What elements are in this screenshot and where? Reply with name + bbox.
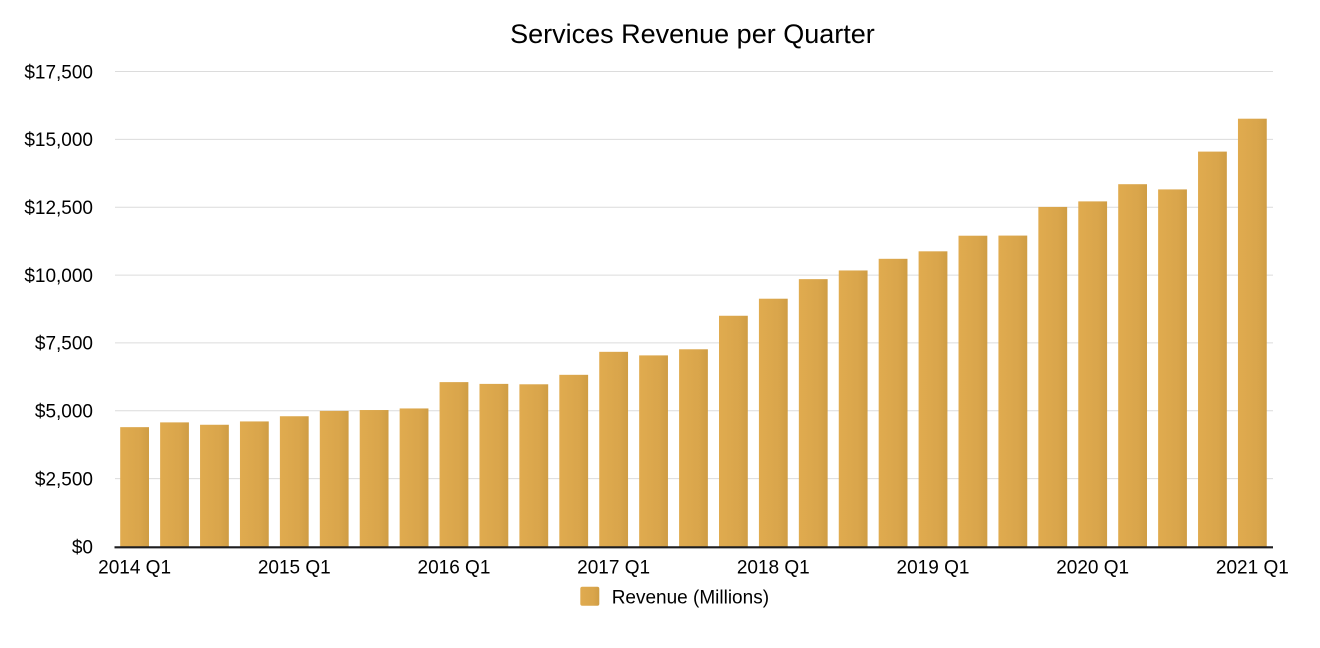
svg-text:$5,000: $5,000 — [35, 402, 93, 423]
svg-text:Services Revenue per Quarter: Services Revenue per Quarter — [510, 19, 875, 49]
svg-text:2020 Q1: 2020 Q1 — [1056, 558, 1129, 579]
svg-text:$17,500: $17,500 — [24, 62, 93, 83]
svg-text:$10,000: $10,000 — [24, 266, 93, 287]
svg-text:2016 Q1: 2016 Q1 — [418, 558, 491, 579]
svg-text:Revenue (Millions): Revenue (Millions) — [612, 587, 769, 608]
svg-text:2014 Q1: 2014 Q1 — [98, 558, 171, 579]
svg-text:$7,500: $7,500 — [35, 334, 93, 355]
svg-text:2017 Q1: 2017 Q1 — [577, 558, 650, 579]
svg-text:$2,500: $2,500 — [35, 469, 93, 490]
svg-text:2019 Q1: 2019 Q1 — [897, 558, 970, 579]
svg-text:2018 Q1: 2018 Q1 — [737, 558, 810, 579]
svg-text:2021 Q1: 2021 Q1 — [1216, 558, 1289, 579]
svg-text:2015 Q1: 2015 Q1 — [258, 558, 331, 579]
svg-text:$12,500: $12,500 — [24, 198, 93, 219]
svg-text:$15,000: $15,000 — [24, 130, 93, 151]
svg-text:$0: $0 — [72, 537, 93, 558]
